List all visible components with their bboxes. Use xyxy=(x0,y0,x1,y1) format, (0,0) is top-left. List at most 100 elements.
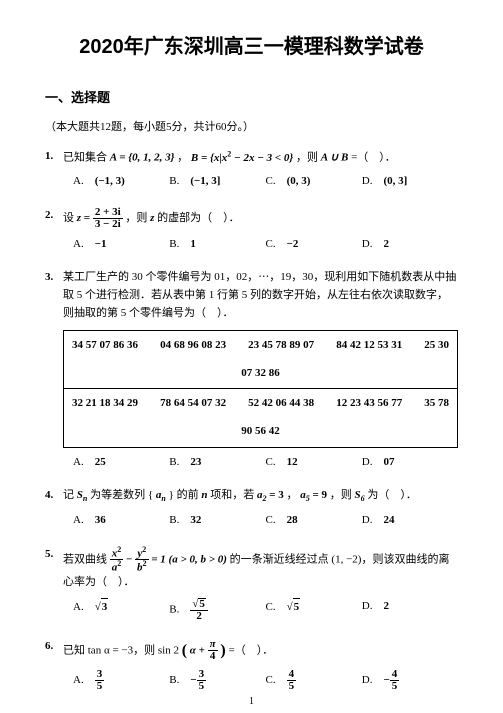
value: (0, 3) xyxy=(287,175,311,187)
text: 的虚部为（ ）． xyxy=(157,212,240,224)
text: ， xyxy=(177,152,188,164)
option-a: A. 35 xyxy=(73,669,169,692)
exam-title: 2020年广东深圳高三一模理科数学试卷 xyxy=(45,30,458,59)
cell: 25 30 xyxy=(424,337,449,355)
text: = 3 xyxy=(266,489,283,501)
option-c: C. 12 xyxy=(266,454,362,472)
sup: 2 xyxy=(117,545,121,554)
fraction: x2 a2 xyxy=(110,546,124,574)
question-number: 4. xyxy=(45,487,53,505)
text: 记 xyxy=(63,489,77,501)
question-5: 5. 若双曲线 x2 a2 − y2 b2 = 1 (a > 0, b > 0)… xyxy=(45,546,458,622)
text: ，则 xyxy=(296,152,321,164)
text: − xyxy=(126,553,135,565)
question-number: 6. xyxy=(45,638,53,656)
question-number: 1. xyxy=(45,148,53,166)
value: 28 xyxy=(287,514,298,526)
option-d: D. 07 xyxy=(362,454,458,472)
value: −1 xyxy=(95,238,107,250)
text: ， xyxy=(287,489,298,501)
value: (0, 3] xyxy=(383,175,407,187)
question-text: 已知 tan α = −3，则 sin 2 ( α + π 4 ) =（ ）． xyxy=(63,638,458,664)
option-c: C. 5 xyxy=(266,598,362,622)
option-b: B. (−1, 3] xyxy=(169,173,265,191)
text: } 的前 xyxy=(169,489,202,501)
a5: a5 = 9 xyxy=(300,489,327,501)
denominator: 4 xyxy=(208,651,218,662)
text: 已知 tan α = −3，则 sin 2 xyxy=(63,644,179,656)
table-row: 90 56 42 xyxy=(64,419,457,447)
text: = 1 (a > 0, b > 0) xyxy=(151,553,227,565)
table-row: 07 32 86 xyxy=(64,361,457,389)
question-text: 已知集合 A = {0, 1, 2, 3} ， B = {x|x2 − 2x −… xyxy=(63,148,458,167)
value: 07 xyxy=(383,456,394,468)
value: (−1, 3) xyxy=(95,175,125,187)
radicand: 5 xyxy=(198,598,206,610)
text: α + xyxy=(190,644,208,656)
text: − 2x − 3 < 0} xyxy=(231,152,293,164)
text: =（ ）． xyxy=(228,644,273,656)
text: 为等差数列 { xyxy=(90,489,153,501)
a2: a2 = 3 xyxy=(257,489,284,501)
text: ，则 xyxy=(125,212,150,224)
option-b: B. 52 xyxy=(169,598,265,622)
denominator: 2 xyxy=(190,611,208,622)
value: 25 xyxy=(95,456,106,468)
value: 36 xyxy=(95,514,106,526)
option-a: A. 3 xyxy=(73,598,169,622)
value: 1 xyxy=(190,238,196,250)
value: −2 xyxy=(287,238,299,250)
section-instructions: （本大题共12题，每小题5分，共计60分。） xyxy=(45,118,458,134)
cell: 34 57 07 86 36 xyxy=(72,337,138,355)
table-row: 34 57 07 86 36 04 68 96 08 23 23 45 78 8… xyxy=(64,331,457,361)
fraction: π 4 xyxy=(208,639,218,662)
value: (−1, 3] xyxy=(190,175,220,187)
options: A. 36 B. 32 C. 28 D. 24 xyxy=(63,512,458,530)
option-b: B. 23 xyxy=(169,454,265,472)
sub: 6 xyxy=(361,494,365,503)
cell: 04 68 96 08 23 xyxy=(160,337,226,355)
union-expr: A ∪ B xyxy=(321,152,349,164)
options: A. (−1, 3) B. (−1, 3] C. (0, 3) D. (0, 3… xyxy=(63,173,458,191)
sup: 2 xyxy=(143,559,147,568)
option-b: B. −35 xyxy=(169,669,265,692)
question-4: 4. 记 Sn 为等差数列 { an } 的前 n 项和，若 a2 = 3 ， … xyxy=(45,487,458,530)
option-c: C. 45 xyxy=(266,669,362,692)
numerator: 5 xyxy=(190,598,208,611)
table-row: 32 21 18 34 29 78 64 54 07 32 52 42 06 4… xyxy=(64,388,457,419)
z-var: z xyxy=(150,212,154,224)
cell: 84 42 12 53 31 xyxy=(336,337,402,355)
fraction: 45 xyxy=(287,669,297,692)
denominator: 5 xyxy=(95,681,105,692)
numerator: x2 xyxy=(110,546,124,561)
option-d: D. (0, 3] xyxy=(362,173,458,191)
sub: n xyxy=(161,494,165,503)
option-d: D. 2 xyxy=(362,598,458,622)
options: A. 35 B. −35 C. 45 D. −45 xyxy=(63,669,458,692)
question-text: 若双曲线 x2 a2 − y2 b2 = 1 (a > 0, b > 0) 的一… xyxy=(63,546,458,592)
sup: 2 xyxy=(142,545,146,554)
fraction: 35 xyxy=(95,669,105,692)
question-text: 某工厂生产的 30 个零件编号为 01，02，⋯，19，30，现利用如下随机数表… xyxy=(63,269,458,322)
question-text: 设 z = 2 + 3i 3 − 2i ，则 z 的虚部为（ ）． xyxy=(63,207,458,230)
value: 2 xyxy=(383,238,389,250)
text: 设 xyxy=(63,212,77,224)
sub: n xyxy=(83,494,87,503)
text: = xyxy=(84,212,93,224)
denominator: b2 xyxy=(135,560,149,574)
question-number: 3. xyxy=(45,269,53,287)
text: = 9 xyxy=(310,489,327,501)
text: 已知集合 xyxy=(63,152,110,164)
value: 2 xyxy=(383,600,389,612)
sqrt: 5 xyxy=(192,598,206,610)
cell: 12 23 43 56 77 xyxy=(336,395,402,413)
denominator: 5 xyxy=(390,681,400,692)
question-6: 6. 已知 tan α = −3，则 sin 2 ( α + π 4 ) =（ … xyxy=(45,638,458,693)
value: 23 xyxy=(190,456,201,468)
z-var: z xyxy=(77,212,81,224)
option-a: A. 36 xyxy=(73,512,169,530)
fraction: 45 xyxy=(390,669,400,692)
value: 12 xyxy=(287,456,298,468)
text: ，则 xyxy=(330,489,355,501)
cell: 52 42 06 44 38 xyxy=(248,395,314,413)
